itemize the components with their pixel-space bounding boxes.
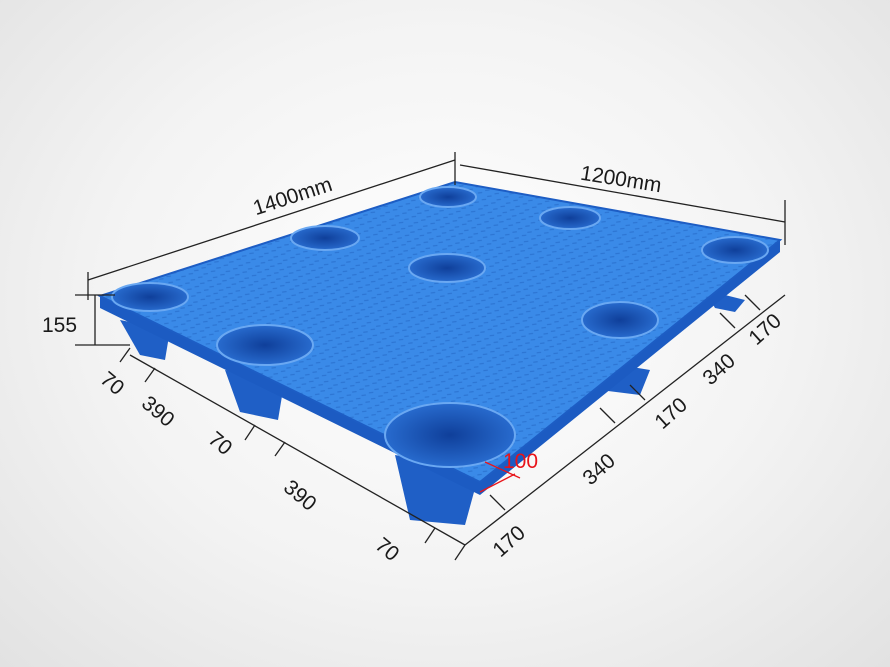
height-label: 155 [42, 314, 78, 337]
leg-height-label: 100 [503, 450, 539, 473]
dimension-lines [75, 152, 786, 561]
pallet-holes [111, 186, 769, 468]
pallet-side [100, 240, 780, 495]
pallet-top [97, 180, 783, 484]
